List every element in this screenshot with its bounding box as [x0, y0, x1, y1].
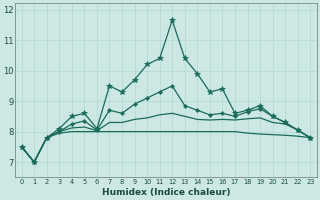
X-axis label: Humidex (Indice chaleur): Humidex (Indice chaleur) — [102, 188, 230, 197]
